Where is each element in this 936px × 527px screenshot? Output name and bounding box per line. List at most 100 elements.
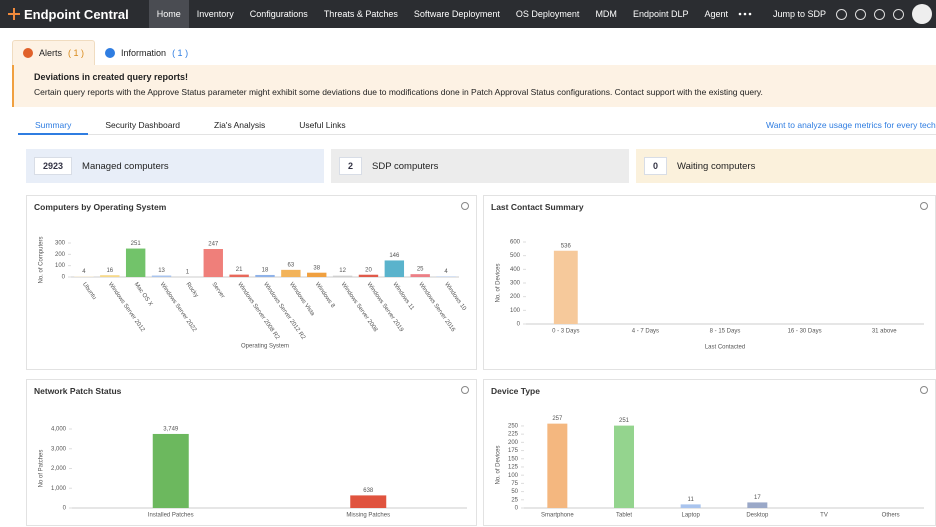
export-icon [462, 203, 469, 210]
x-tick-label: Windows Vista [288, 282, 316, 318]
x-tick-label: Tablet [616, 513, 632, 519]
usage-link[interactable]: Want to analyze usage metrics for every … [766, 120, 936, 130]
sub-tab[interactable]: Useful Links [282, 117, 362, 135]
bar [333, 276, 352, 277]
value-label: 18 [262, 268, 269, 274]
bar [614, 426, 634, 508]
alert-banner: Deviations in created query reports!Cert… [12, 65, 936, 107]
sub-tab[interactable]: Summary [18, 117, 88, 135]
tab-count: ( 1 ) [172, 48, 188, 58]
more[interactable] [736, 9, 756, 19]
value-label: 11 [688, 497, 695, 503]
bar [281, 270, 300, 277]
info-icon [105, 48, 115, 58]
bar [100, 275, 119, 277]
x-tick-label: Windows 11 [391, 282, 415, 312]
nav-item[interactable]: OS Deployment [508, 0, 588, 28]
brand[interactable]: Endpoint Central [8, 7, 129, 22]
nav-item[interactable]: Configurations [242, 0, 316, 28]
value-label: 25 [417, 267, 424, 273]
value-label: 4 [82, 269, 86, 275]
x-tick-label: Installed Patches [148, 513, 194, 519]
export-icon [921, 387, 928, 394]
y-tick-label: 75 [511, 481, 518, 487]
bell[interactable] [874, 9, 885, 20]
y-tick-label: 0 [515, 506, 519, 512]
y-tick-label: 600 [510, 240, 521, 246]
shield[interactable] [855, 9, 866, 20]
bar [547, 424, 567, 508]
bar [153, 434, 189, 508]
x-tick-label: 4 - 7 Days [632, 329, 659, 335]
bar [554, 251, 578, 324]
y-tick-label: 100 [510, 308, 521, 314]
sub-tab[interactable]: Security Dashboard [88, 117, 197, 135]
stat-value: 2 [339, 157, 362, 175]
bar [204, 249, 223, 277]
stat-value: 2923 [34, 157, 72, 175]
nav-item[interactable]: Home [149, 0, 189, 28]
alerts-tab[interactable]: Alerts( 1 ) [12, 40, 95, 65]
y-tick-label: 100 [508, 473, 519, 479]
x-tick-label: Windows 10 [443, 282, 467, 313]
y-tick-label: 2,000 [51, 466, 67, 472]
bar [411, 274, 430, 277]
y-tick-label: 100 [55, 263, 66, 269]
y-tick-label: 225 [508, 432, 519, 438]
y-axis-title: No of Patches [39, 450, 45, 488]
nav-item[interactable]: Software Deployment [406, 0, 508, 28]
y-tick-label: 4,000 [51, 427, 67, 433]
nav-item[interactable]: MDM [587, 0, 625, 28]
bolt[interactable] [893, 9, 904, 20]
value-label: 1 [186, 269, 190, 275]
y-tick-label: 50 [511, 489, 518, 495]
y-tick-label: 25 [511, 497, 518, 503]
x-tick-label: 8 - 15 Days [710, 329, 741, 335]
x-tick-label: Ubuntu [81, 282, 97, 301]
y-axis-title: No. of Devices [496, 263, 502, 302]
value-label: 146 [389, 253, 400, 259]
nav-item[interactable]: Inventory [189, 0, 242, 28]
y-tick-label: 200 [55, 252, 66, 258]
logo [8, 8, 20, 20]
stat-label: Waiting computers [677, 161, 755, 172]
y-tick-label: 200 [508, 440, 519, 446]
x-tick-label: Others [882, 513, 900, 519]
tab-label: Information [121, 48, 166, 58]
x-tick-label: Rocky [184, 282, 198, 299]
x-tick-label: 31 above [872, 329, 897, 335]
brand-name: Endpoint Central [24, 7, 129, 22]
bar [307, 273, 326, 277]
y-tick-label: 300 [55, 241, 66, 247]
y-tick-label: 175 [508, 448, 519, 454]
sub-tab[interactable]: Zia's Analysis [197, 117, 282, 135]
info-tab[interactable]: Information ( 1 ) [95, 40, 198, 65]
jump-sdp[interactable]: Jump to SDP [773, 9, 826, 19]
stat-card[interactable]: 2923 Managed computers [26, 149, 324, 183]
avatar[interactable] [912, 4, 932, 24]
nav-icons [836, 4, 932, 24]
bar [359, 275, 378, 277]
nav-item[interactable]: Endpoint DLP [625, 0, 697, 28]
nav-item[interactable]: Threats & Patches [316, 0, 406, 28]
stat-label: Managed computers [82, 161, 169, 172]
nav-item[interactable]: Agent [696, 0, 736, 28]
value-label: 257 [552, 416, 563, 422]
value-label: 251 [131, 241, 142, 247]
y-tick-label: 3,000 [51, 446, 67, 452]
y-axis-title: No. of Devices [496, 445, 502, 484]
y-tick-label: 0 [63, 506, 67, 512]
search[interactable] [836, 9, 847, 20]
y-tick-label: 200 [510, 294, 521, 300]
bar [747, 502, 767, 508]
x-tick-label: 16 - 30 Days [788, 329, 822, 335]
